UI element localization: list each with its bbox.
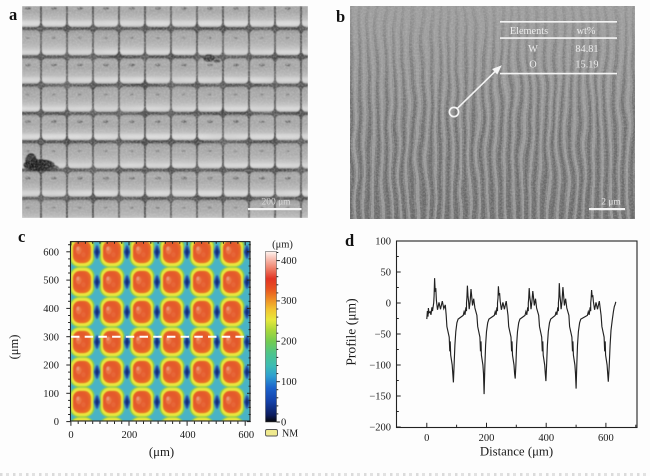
svg-text:500: 500 (43, 276, 59, 287)
svg-text:400: 400 (538, 433, 554, 444)
svg-text:200: 200 (281, 337, 297, 348)
svg-text:−50: −50 (375, 330, 391, 341)
svg-text:200: 200 (122, 430, 138, 441)
svg-text:84.81: 84.81 (575, 44, 598, 55)
svg-text:200 μm: 200 μm (261, 198, 291, 208)
svg-text:200: 200 (479, 433, 495, 444)
svg-text:400: 400 (281, 256, 297, 267)
svg-text:300: 300 (43, 332, 59, 343)
svg-text:NM: NM (282, 429, 298, 440)
svg-text:600: 600 (598, 433, 614, 444)
svg-text:Profile (μm): Profile (μm) (344, 298, 360, 365)
svg-text:400: 400 (180, 430, 196, 441)
svg-text:50: 50 (381, 267, 392, 278)
svg-text:0: 0 (386, 298, 391, 309)
svg-text:600: 600 (238, 430, 254, 441)
svg-text:−200: −200 (369, 423, 391, 434)
svg-text:Elements: Elements (510, 26, 548, 37)
svg-text:300: 300 (281, 296, 297, 307)
svg-text:−150: −150 (369, 392, 391, 403)
svg-text:(μm): (μm) (7, 335, 21, 360)
svg-text:100: 100 (43, 389, 59, 400)
svg-text:0: 0 (68, 430, 73, 441)
svg-text:100: 100 (281, 377, 297, 388)
svg-text:15.19: 15.19 (575, 60, 598, 71)
svg-text:(μm): (μm) (272, 239, 293, 250)
svg-text:0: 0 (54, 417, 59, 428)
svg-text:O: O (529, 60, 537, 71)
svg-text:100: 100 (375, 236, 391, 247)
svg-text:600: 600 (43, 247, 59, 258)
svg-text:200: 200 (43, 361, 59, 372)
svg-text:0: 0 (424, 433, 429, 444)
svg-text:0: 0 (281, 417, 286, 428)
svg-text:(μm): (μm) (149, 445, 174, 459)
svg-text:−100: −100 (369, 361, 391, 372)
svg-text:wt%: wt% (577, 26, 596, 37)
svg-text:2 μm: 2 μm (601, 198, 621, 208)
svg-text:400: 400 (43, 304, 59, 315)
svg-text:Distance (μm): Distance (μm) (480, 445, 553, 459)
svg-text:W: W (528, 44, 538, 55)
